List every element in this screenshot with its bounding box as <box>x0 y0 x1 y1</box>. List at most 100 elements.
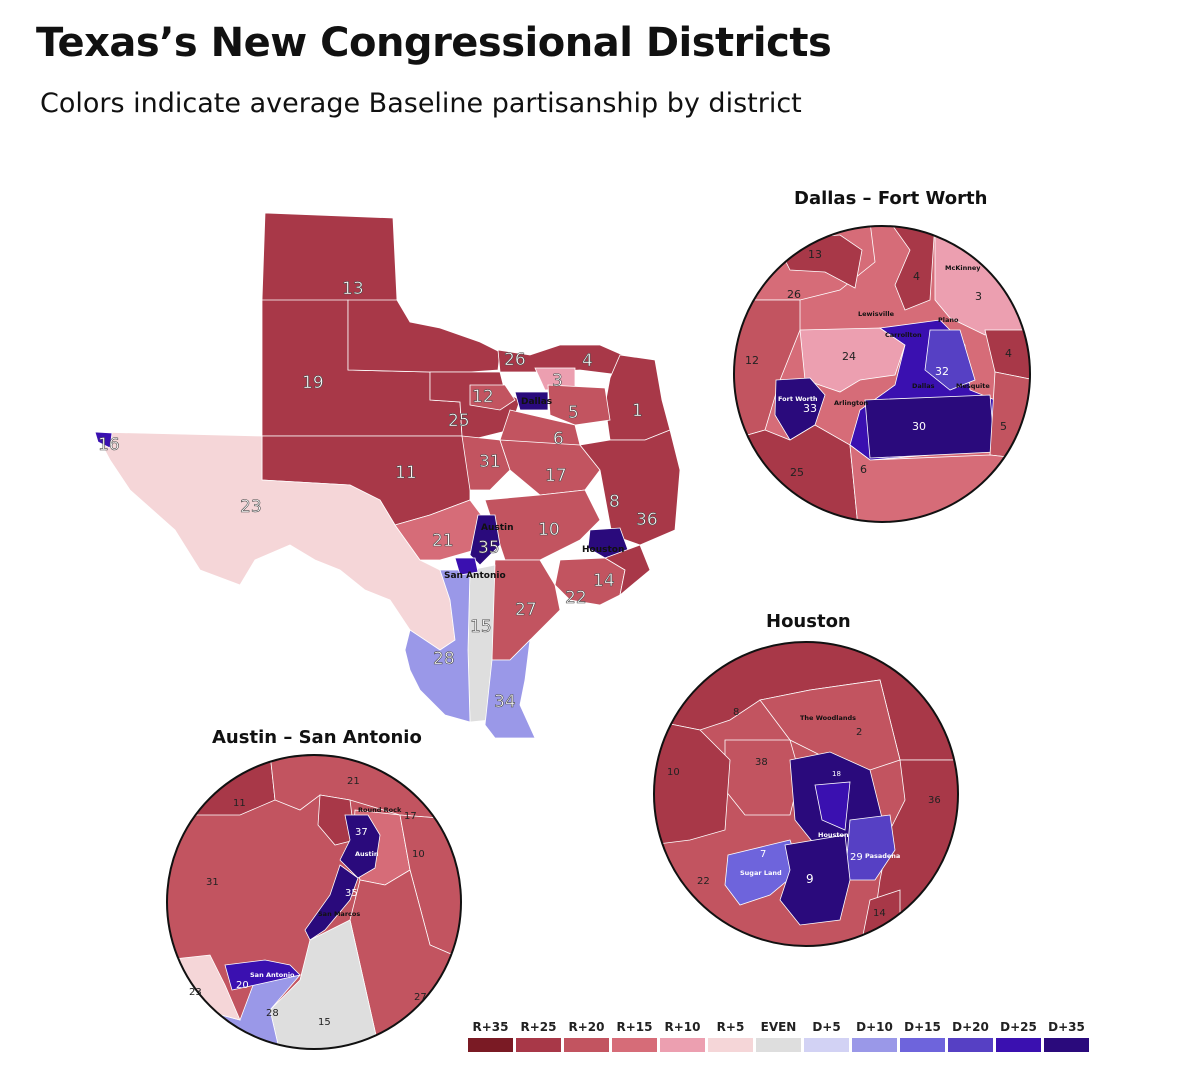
legend-label: D+20 <box>952 1020 989 1034</box>
city-dallas: Dallas <box>521 397 552 407</box>
legend-item: D+20 <box>948 1020 993 1052</box>
aus-city-san-antonio: San Antonio <box>250 971 295 979</box>
label-21: 21 <box>432 531 454 551</box>
district-30 <box>514 391 549 411</box>
legend: R+35 R+25 R+20 R+15 R+10 R+5 EVEN D+5 D+10 D+15 D+… <box>468 1020 1089 1052</box>
label-36: 36 <box>636 510 658 530</box>
dfw-city-mesquite: Mesquite <box>956 382 990 390</box>
district-28 <box>404 569 471 723</box>
label-6: 6 <box>553 429 564 449</box>
dfw-city-arlington: Arlington <box>834 399 869 407</box>
district-34 <box>484 638 536 739</box>
legend-swatch <box>1044 1038 1089 1052</box>
legend-item: D+10 <box>852 1020 897 1052</box>
legend-item: EVEN <box>756 1020 801 1052</box>
label-12: 12 <box>472 387 494 407</box>
district-1 <box>604 354 671 441</box>
legend-label: R+25 <box>520 1020 557 1034</box>
label-22: 22 <box>565 588 587 608</box>
city-houston: Houston <box>582 545 624 555</box>
dfw-city-fort-worth: Fort Worth <box>778 395 818 403</box>
hou-label-36: 36 <box>928 795 941 806</box>
hou-label-22: 22 <box>697 876 710 887</box>
legend-item: R+5 <box>708 1020 753 1052</box>
legend-swatch <box>804 1038 849 1052</box>
aus-label-21: 21 <box>347 776 360 787</box>
inset-houston-border <box>653 641 959 947</box>
hou-city-houston: Houston <box>818 831 849 839</box>
hou-label-10: 10 <box>667 767 680 778</box>
legend-label: D+25 <box>1000 1020 1037 1034</box>
dfw-city-lewisville: Lewisville <box>858 310 895 318</box>
inset-austin-border <box>166 754 462 1050</box>
hou-label-29: 29 <box>850 852 863 863</box>
city-austin: Austin <box>481 523 514 533</box>
legend-swatch <box>612 1038 657 1052</box>
legend-swatch <box>948 1038 993 1052</box>
legend-item: R+10 <box>660 1020 705 1052</box>
dfw-label-5: 5 <box>1000 420 1007 433</box>
label-23: 23 <box>240 497 262 517</box>
district-13-east <box>347 299 501 373</box>
legend-item: R+15 <box>612 1020 657 1052</box>
dfw-label-4b: 4 <box>1005 347 1012 360</box>
aus-label-31: 31 <box>206 877 219 888</box>
legend-swatch <box>756 1038 801 1052</box>
dfw-city-mckinney: McKinney <box>945 264 981 272</box>
dfw-label-6: 6 <box>860 463 867 476</box>
hou-label-7: 7 <box>760 849 766 860</box>
legend-label: R+35 <box>472 1020 509 1034</box>
label-16: 16 <box>98 435 120 455</box>
dfw-label-32: 32 <box>935 365 949 378</box>
district-14 <box>604 544 651 597</box>
dfw-label-33: 33 <box>803 402 817 415</box>
legend-swatch <box>900 1038 945 1052</box>
main-map <box>94 212 681 739</box>
label-34: 34 <box>494 692 516 712</box>
dfw-label-24: 24 <box>842 350 856 363</box>
main-map-labels: 13 19 26 4 3 12 25 5 1 6 16 11 31 17 23 … <box>98 279 658 713</box>
inset-dfw <box>734 226 1030 522</box>
label-13: 13 <box>342 279 364 299</box>
legend-label: R+5 <box>716 1020 745 1034</box>
label-5: 5 <box>568 403 579 423</box>
aus-label-27: 27 <box>414 992 427 1003</box>
district-31 <box>461 435 511 491</box>
dfw-label-13: 13 <box>808 248 822 261</box>
legend-item: R+35 <box>468 1020 513 1052</box>
hou-label-2: 2 <box>856 727 862 738</box>
dfw-city-plano: Plano <box>938 316 959 324</box>
legend-swatch <box>660 1038 705 1052</box>
aus-label-37: 37 <box>355 827 368 838</box>
district-12 <box>469 384 516 411</box>
hou-city-sugar-land: Sugar Land <box>740 869 782 877</box>
inset-houston <box>654 642 958 946</box>
label-35: 35 <box>478 538 500 558</box>
aus-city-austin: Austin <box>355 850 379 858</box>
legend-item: D+5 <box>804 1020 849 1052</box>
page-title: Texas’s New Congressional Districts <box>36 20 832 66</box>
legend-item: D+25 <box>996 1020 1041 1052</box>
legend-item: R+20 <box>564 1020 609 1052</box>
aus-city-round-rock: Round Rock <box>358 806 402 814</box>
hou-city-woodlands: The Woodlands <box>800 714 856 722</box>
district-5 <box>547 384 611 426</box>
legend-swatch <box>852 1038 897 1052</box>
label-27: 27 <box>515 600 537 620</box>
district-23 <box>94 431 456 651</box>
page-subtitle: Colors indicate average Baseline partisa… <box>40 88 802 119</box>
legend-item: D+15 <box>900 1020 945 1052</box>
label-26: 26 <box>504 350 526 370</box>
legend-label: D+15 <box>904 1020 941 1034</box>
city-san-antonio: San Antonio <box>444 571 506 581</box>
label-3: 3 <box>552 371 563 391</box>
legend-swatch <box>516 1038 561 1052</box>
inset-dfw-title: Dallas – Fort Worth <box>794 188 988 209</box>
district-35 <box>469 514 501 566</box>
dfw-label-12: 12 <box>745 354 759 367</box>
hou-label-9: 9 <box>806 872 814 886</box>
inset-dfw-border <box>733 225 1031 523</box>
dfw-city-dallas: Dallas <box>912 382 935 390</box>
dfw-label-4: 4 <box>913 270 920 283</box>
legend-label: D+35 <box>1048 1020 1085 1034</box>
